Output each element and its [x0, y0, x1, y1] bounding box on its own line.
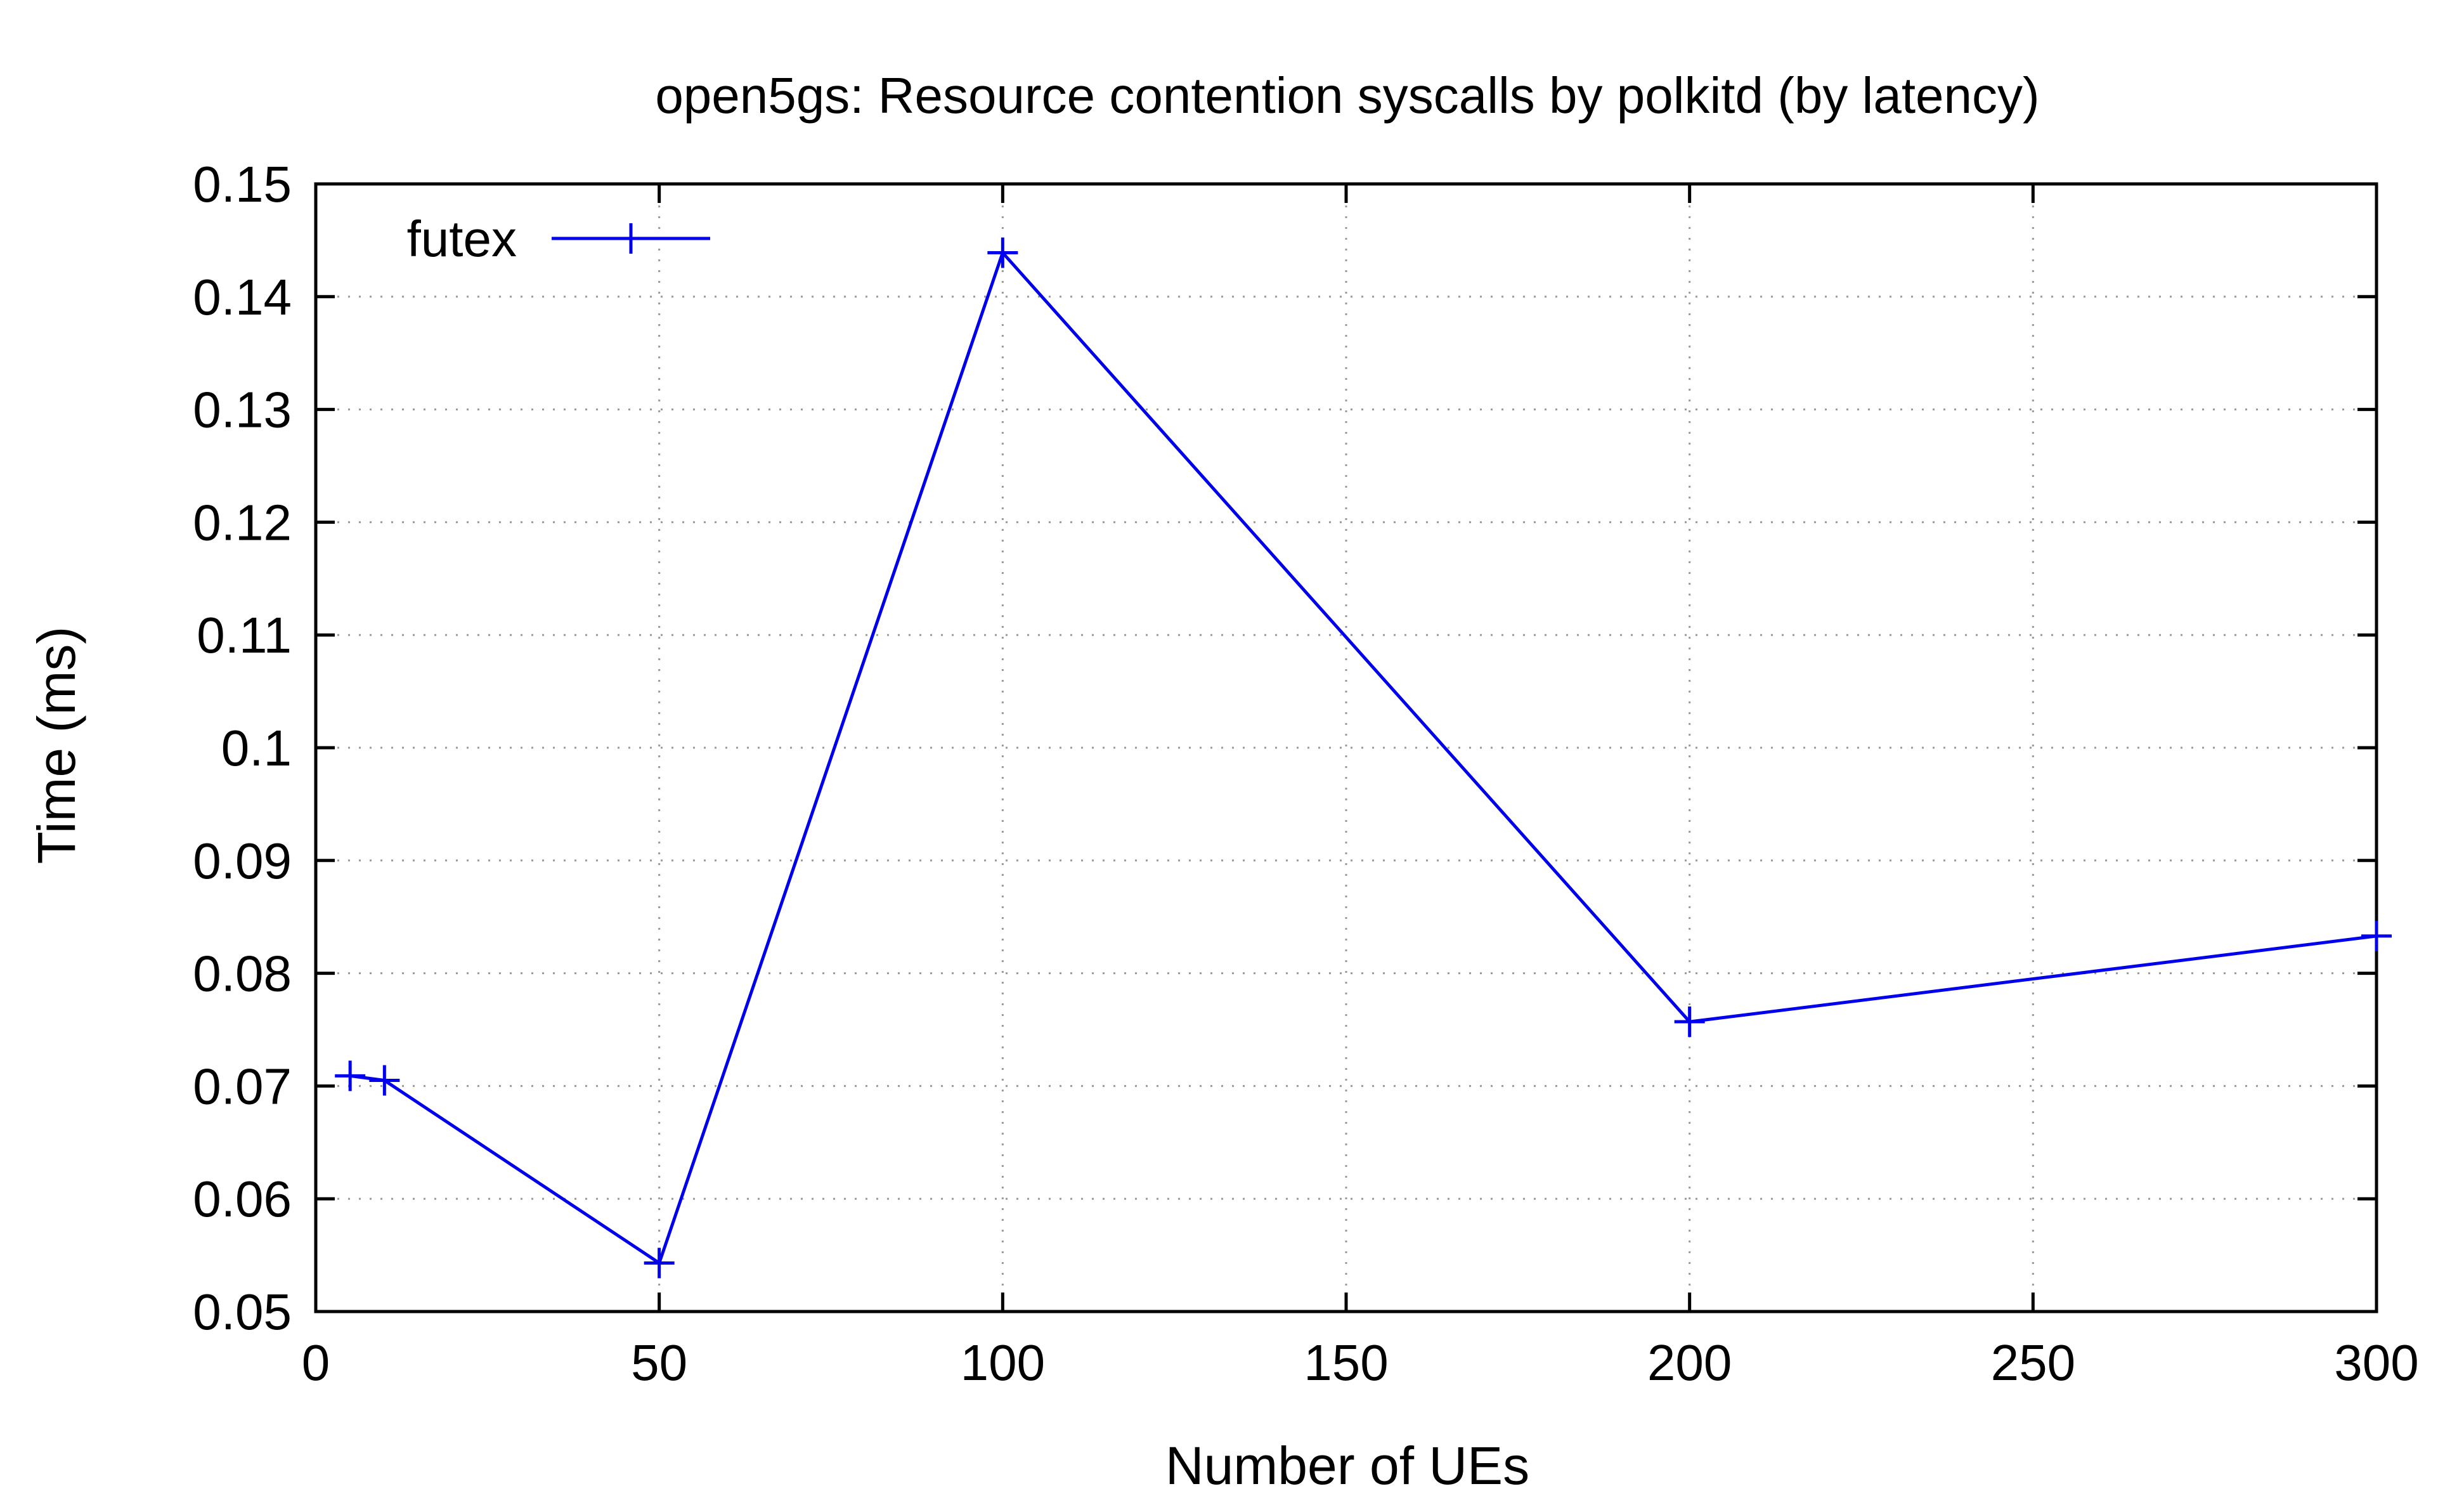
- data-point-marker: [369, 1065, 400, 1096]
- y-tick-label: 0.12: [193, 494, 292, 550]
- data-point-marker: [987, 237, 1018, 268]
- plot-frame: [314, 182, 2378, 1313]
- y-tick-label: 0.13: [193, 382, 292, 438]
- y-tick-label: 0.11: [197, 607, 292, 663]
- x-tick-label: 0: [302, 1334, 330, 1391]
- x-tick-label: 200: [1647, 1334, 1732, 1391]
- data-point-marker: [644, 1247, 675, 1279]
- grid: [316, 184, 2376, 1312]
- data-point-marker: [1674, 1006, 1705, 1038]
- x-tick-label: 250: [1991, 1334, 2075, 1391]
- x-tick-labels: 0 50 100 150 200 250 300: [302, 1334, 2419, 1391]
- x-tick-label: 100: [961, 1334, 1045, 1391]
- data-point-marker: [335, 1060, 366, 1091]
- x-tick-label: 300: [2334, 1334, 2418, 1391]
- y-axis-label: Time (ms): [27, 627, 86, 864]
- x-tick-label: 150: [1304, 1334, 1388, 1391]
- y-tick-label: 0.09: [193, 833, 292, 889]
- legend-label-futex: futex: [407, 211, 517, 267]
- y-tick-label: 0.05: [193, 1284, 292, 1340]
- data-point-marker: [2361, 920, 2392, 951]
- chart-title: open5gs: Resource contention syscalls by…: [655, 67, 2039, 124]
- legend-marker-futex: [616, 223, 646, 254]
- legend: futex: [407, 211, 710, 267]
- y-tick-label: 0.14: [193, 269, 292, 325]
- x-axis-label: Number of UEs: [1165, 1436, 1529, 1495]
- y-tick-label: 0.1: [221, 720, 292, 776]
- x-tick-label: 50: [631, 1334, 687, 1391]
- series-layer: [335, 237, 2392, 1279]
- y-tick-label: 0.15: [193, 156, 292, 212]
- y-tick-label: 0.07: [193, 1058, 292, 1114]
- y-tick-labels: 0.05 0.06 0.07 0.08 0.09 0.1 0.11 0.12 0.13 0.14 0…: [193, 156, 292, 1340]
- y-tick-label: 0.08: [193, 946, 292, 1002]
- y-tick-label: 0.06: [193, 1171, 292, 1227]
